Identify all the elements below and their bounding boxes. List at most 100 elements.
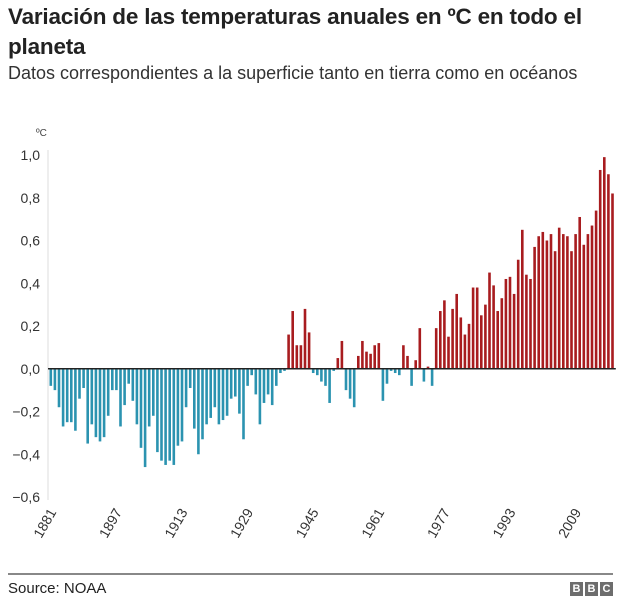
bar-1935	[270, 368, 274, 406]
bar-1975	[434, 328, 438, 369]
bar-2018	[611, 193, 614, 369]
bar-2003	[549, 234, 553, 369]
bar-2002	[545, 240, 549, 369]
bar-1905	[147, 368, 151, 427]
bar-1989	[492, 285, 495, 369]
bar-1968	[406, 355, 409, 369]
bar-1993	[508, 276, 512, 369]
bar-1904	[143, 368, 147, 468]
x-tick-label: 1913	[161, 505, 191, 540]
bar-1924	[225, 368, 229, 416]
bar-1940	[291, 311, 294, 369]
bar-1897	[115, 368, 118, 391]
bar-1963	[385, 368, 389, 384]
bar-1900	[127, 368, 130, 384]
bar-2010	[578, 216, 581, 369]
bar-2017	[607, 174, 610, 369]
bar-1894	[102, 368, 106, 438]
bar-1980	[455, 293, 458, 369]
bar-1969	[410, 368, 413, 386]
y-tick-label: 1,0	[21, 147, 41, 163]
chart-subtitle: Datos correspondientes a la superficie t…	[8, 63, 578, 83]
bar-1973	[426, 366, 430, 369]
bar-1964	[389, 368, 393, 371]
bar-1881	[49, 368, 53, 386]
bar-1917	[197, 368, 200, 455]
bar-1929	[246, 368, 249, 386]
x-tick-label: 2009	[555, 505, 585, 540]
bar-1884	[61, 368, 65, 427]
bar-1898	[119, 368, 122, 427]
bar-1888	[78, 368, 81, 399]
bar-2014	[594, 210, 598, 369]
bar-1896	[111, 368, 114, 391]
bar-1953	[344, 368, 348, 391]
bar-1949	[328, 368, 331, 403]
bar-1986	[480, 315, 483, 369]
bar-1926	[234, 368, 237, 397]
x-tick-label: 1929	[227, 505, 257, 540]
bar-2007	[566, 236, 569, 369]
bar-1893	[98, 368, 102, 442]
bar-1914	[184, 368, 188, 408]
bar-1945	[311, 368, 315, 374]
bar-1933	[262, 368, 266, 403]
bar-1998	[529, 278, 532, 369]
x-tick-label: 1881	[30, 505, 60, 540]
bar-1995	[516, 259, 520, 369]
bar-1971	[418, 328, 422, 369]
y-tick-label: 0,6	[21, 233, 41, 249]
bar-1882	[53, 368, 57, 391]
bar-2013	[590, 225, 594, 369]
bar-1930	[250, 368, 253, 376]
bar-1944	[307, 332, 311, 369]
bar-1984	[471, 287, 475, 369]
bar-1988	[488, 272, 491, 369]
bar-1985	[475, 287, 479, 369]
bar-1918	[201, 368, 204, 440]
x-tick-label: 1977	[424, 505, 454, 540]
bar-2008	[570, 251, 573, 369]
bar-1982	[463, 334, 467, 369]
bar-1972	[422, 368, 426, 382]
bar-1899	[123, 368, 126, 406]
bar-1941	[295, 345, 299, 369]
footer-divider	[8, 573, 613, 575]
bar-1895	[106, 368, 110, 416]
bar-1997	[525, 274, 528, 369]
bar-1948	[324, 368, 327, 386]
bar-1939	[287, 334, 290, 369]
bar-1907	[156, 368, 159, 453]
bar-1960	[373, 345, 376, 369]
bar-1887	[74, 368, 77, 431]
bar-1903	[139, 368, 143, 448]
bar-1950	[332, 368, 335, 371]
y-tick-label: 0,2	[21, 318, 41, 334]
bar-2004	[553, 251, 557, 369]
temperature-bar-chart: ºC 1,00,80,60,40,20,0−0,2−0,4−0,6 1881 18…	[12, 128, 616, 540]
x-tick-label: 1897	[96, 505, 126, 540]
bar-1956	[357, 355, 360, 369]
bar-1901	[131, 368, 135, 401]
y-axis-unit-label: ºC	[36, 128, 47, 139]
bar-1920	[209, 368, 212, 418]
bar-1992	[504, 278, 508, 369]
bar-2006	[562, 234, 565, 369]
x-tick-label: 1945	[292, 505, 322, 540]
bar-1910	[168, 368, 171, 461]
bar-1931	[254, 368, 258, 395]
bar-1955	[352, 368, 356, 408]
bar-1925	[229, 368, 233, 399]
y-tick-label: 0,0	[21, 361, 41, 377]
bar-1911	[172, 368, 176, 465]
bar-1921	[213, 368, 217, 408]
bar-1977	[443, 300, 446, 369]
bar-1957	[361, 340, 364, 369]
bar-2015	[598, 169, 602, 369]
bar-1974	[430, 368, 434, 386]
bar-2000	[537, 236, 540, 369]
bar-1976	[439, 311, 442, 369]
bar-1927	[238, 368, 241, 414]
bar-1913	[180, 368, 184, 442]
y-tick-label: 0,8	[21, 190, 41, 206]
